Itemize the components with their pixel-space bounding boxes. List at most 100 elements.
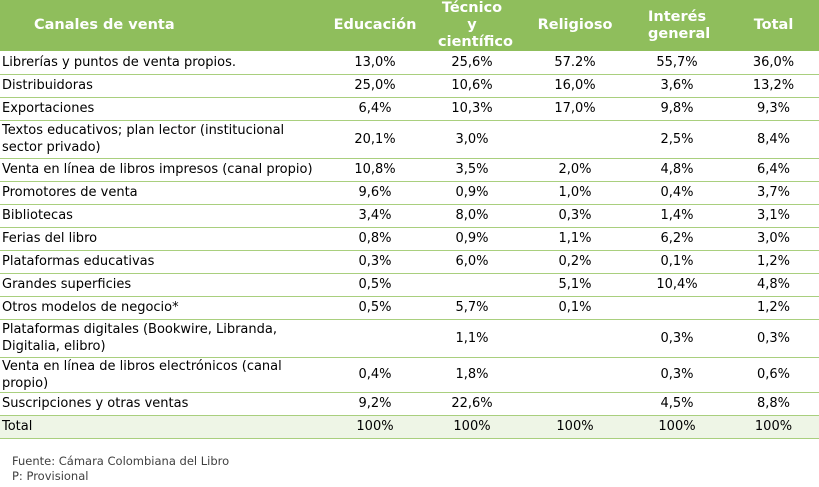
- cell-total: 8,4%: [728, 120, 819, 159]
- table-row: Exportaciones 6,4% 10,3% 17,0% 9,8% 9,3%: [0, 97, 819, 121]
- cell-religious: 57.2%: [524, 51, 626, 75]
- cell-general: 0,4%: [626, 181, 728, 205]
- table-row: Grandes superficies 0,5% 5,1% 10,4% 4,8%: [0, 273, 819, 297]
- cell-total: 4,8%: [728, 273, 819, 297]
- cell-general: 6,2%: [626, 227, 728, 251]
- cell-channel: Otros modelos de negocio*: [0, 296, 330, 320]
- table-row: Promotores de venta 9,6% 0,9% 1,0% 0,4% 3,7%: [0, 181, 819, 205]
- cell-technical: 0,9%: [420, 227, 524, 251]
- cell-channel: Total: [0, 415, 330, 439]
- cell-education: 0,5%: [330, 296, 420, 320]
- cell-general: [626, 296, 728, 320]
- table-row: Distribuidoras 25,0% 10,6% 16,0% 3,6% 13,2%: [0, 74, 819, 98]
- cell-technical: 10,6%: [420, 74, 524, 98]
- cell-total: 8,8%: [728, 392, 819, 416]
- cell-general: 3,6%: [626, 74, 728, 98]
- source-note: Fuente: Cámara Colombiana del Libro: [12, 454, 230, 468]
- cell-religious: [524, 319, 626, 358]
- cell-religious: 5,1%: [524, 273, 626, 297]
- cell-education: 100%: [330, 415, 420, 439]
- provisional-note: P: Provisional: [12, 469, 89, 483]
- cell-total: 100%: [728, 415, 819, 439]
- cell-total: 0,3%: [728, 319, 819, 358]
- cell-education: 20,1%: [330, 120, 420, 159]
- cell-channel: Plataformas digitales (Bookwire, Librand…: [0, 319, 330, 358]
- cell-general: 0,3%: [626, 357, 728, 393]
- cell-channel: Suscripciones y otras ventas: [0, 392, 330, 416]
- cell-technical: 1,1%: [420, 319, 524, 358]
- cell-technical: 8,0%: [420, 204, 524, 228]
- cell-religious: 0,2%: [524, 250, 626, 274]
- cell-religious: 16,0%: [524, 74, 626, 98]
- cell-general: 100%: [626, 415, 728, 439]
- cell-general: 2,5%: [626, 120, 728, 159]
- cell-total: 3,1%: [728, 204, 819, 228]
- cell-channel: Exportaciones: [0, 97, 330, 121]
- table-row: Textos educativos; plan lector (instituc…: [0, 120, 819, 159]
- cell-religious: [524, 357, 626, 393]
- table-row: Otros modelos de negocio* 0,5% 5,7% 0,1% 1,2…: [0, 296, 819, 320]
- table-row: Venta en línea de libros impresos (canal…: [0, 158, 819, 182]
- sales-channels-table: Canales de venta Educación Técnico y cie…: [0, 0, 819, 439]
- cell-channel: Venta en línea de libros impresos (canal…: [0, 158, 330, 182]
- cell-general: 9,8%: [626, 97, 728, 121]
- cell-education: 0,5%: [330, 273, 420, 297]
- cell-total: 3,0%: [728, 227, 819, 251]
- cell-total: 36,0%: [728, 51, 819, 75]
- cell-channel: Promotores de venta: [0, 181, 330, 205]
- table-notes: Fuente: Cámara Colombiana del Libro P: P…: [12, 454, 229, 484]
- cell-channel: Textos educativos; plan lector (instituc…: [0, 120, 330, 159]
- cell-general: 0,1%: [626, 250, 728, 274]
- cell-education: 6,4%: [330, 97, 420, 121]
- cell-channel: Librerías y puntos de venta propios.: [0, 51, 330, 75]
- cell-channel: Plataformas educativas: [0, 250, 330, 274]
- cell-total: 1,2%: [728, 296, 819, 320]
- cell-religious: 17,0%: [524, 97, 626, 121]
- cell-total: 0,6%: [728, 357, 819, 393]
- cell-total: 6,4%: [728, 158, 819, 182]
- header-general-interest: Interés general: [648, 8, 711, 42]
- cell-general: 4,5%: [626, 392, 728, 416]
- cell-channel: Bibliotecas: [0, 204, 330, 228]
- cell-education: 0,4%: [330, 357, 420, 393]
- table-header: Canales de venta Educación Técnico y cie…: [0, 0, 819, 51]
- cell-general: 10,4%: [626, 273, 728, 297]
- cell-education: 25,0%: [330, 74, 420, 98]
- cell-technical: 22,6%: [420, 392, 524, 416]
- cell-technical: 1,8%: [420, 357, 524, 393]
- cell-religious: 1,1%: [524, 227, 626, 251]
- header-row: Canales de venta Educación Técnico y cie…: [0, 0, 819, 51]
- table-row: Bibliotecas 3,4% 8,0% 0,3% 1,4% 3,1%: [0, 204, 819, 228]
- table-row: Plataformas digitales (Bookwire, Librand…: [0, 319, 819, 358]
- cell-total: 13,2%: [728, 74, 819, 98]
- cell-technical: 3,0%: [420, 120, 524, 159]
- cell-education: 13,0%: [330, 51, 420, 75]
- cell-technical: 6,0%: [420, 250, 524, 274]
- cell-channel: Grandes superficies: [0, 273, 330, 297]
- cell-education: 0,3%: [330, 250, 420, 274]
- cell-religious: 0,1%: [524, 296, 626, 320]
- table-row: Plataformas educativas 0,3% 6,0% 0,2% 0,1% 1,…: [0, 250, 819, 274]
- cell-religious: 1,0%: [524, 181, 626, 205]
- cell-general: 1,4%: [626, 204, 728, 228]
- table-row: Venta en línea de libros electrónicos (c…: [0, 357, 819, 393]
- cell-technical: 100%: [420, 415, 524, 439]
- cell-religious: 0,3%: [524, 204, 626, 228]
- cell-total: 9,3%: [728, 97, 819, 121]
- cell-total: 3,7%: [728, 181, 819, 205]
- cell-education: [330, 319, 420, 358]
- table-row: Librerías y puntos de venta propios. 13,0…: [0, 51, 819, 75]
- cell-total: 1,2%: [728, 250, 819, 274]
- header-technical-scientific: Técnico y científico: [438, 0, 513, 50]
- cell-education: 0,8%: [330, 227, 420, 251]
- cell-technical: 5,7%: [420, 296, 524, 320]
- cell-education: 10,8%: [330, 158, 420, 182]
- cell-religious: 2,0%: [524, 158, 626, 182]
- cell-technical: 25,6%: [420, 51, 524, 75]
- cell-general: 55,7%: [626, 51, 728, 75]
- cell-channel: Venta en línea de libros electrónicos (c…: [0, 357, 330, 393]
- header-religious: Religioso: [537, 17, 613, 33]
- cell-education: 9,6%: [330, 181, 420, 205]
- header-channels: Canales de venta: [34, 17, 175, 33]
